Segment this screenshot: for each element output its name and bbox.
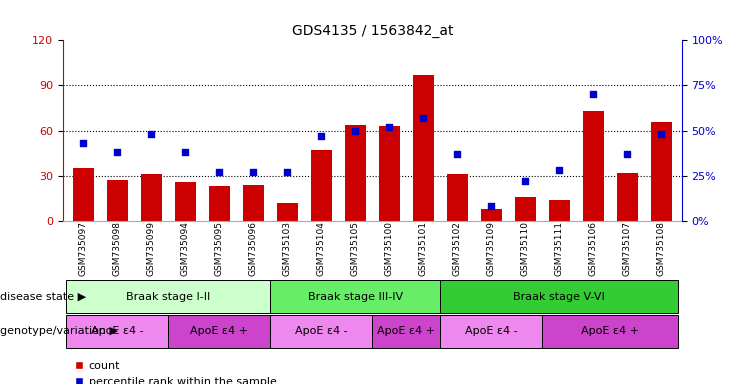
Bar [243,185,264,221]
Text: GSM735111: GSM735111 [555,221,564,276]
Bar [515,197,536,221]
Point [247,169,259,175]
Bar [270,280,440,313]
Bar [440,280,678,313]
Bar [311,150,331,221]
Point [111,149,123,155]
Text: GSM735105: GSM735105 [350,221,360,276]
Text: ApoE ε4 -: ApoE ε4 - [465,326,518,336]
Text: ApoE ε4 +: ApoE ε4 + [190,326,248,336]
Text: GSM735099: GSM735099 [147,221,156,276]
Text: GSM735101: GSM735101 [419,221,428,276]
Point [622,151,634,157]
Point [78,140,90,146]
Text: GSM735100: GSM735100 [385,221,394,276]
Bar [277,203,298,221]
Text: GSM735104: GSM735104 [317,221,326,276]
Text: GSM735110: GSM735110 [521,221,530,276]
Bar [447,174,468,221]
Text: ApoE ε4 +: ApoE ε4 + [377,326,436,336]
Text: GSM735103: GSM735103 [283,221,292,276]
Bar [542,315,678,348]
Bar [481,209,502,221]
Title: GDS4135 / 1563842_at: GDS4135 / 1563842_at [292,24,453,38]
Bar [440,315,542,348]
Text: ApoE ε4 +: ApoE ε4 + [582,326,639,336]
Text: ApoE ε4 -: ApoE ε4 - [91,326,144,336]
Bar [107,180,127,221]
Text: Braak stage V-VI: Braak stage V-VI [514,291,605,302]
Point [451,151,463,157]
Point [383,124,395,130]
Point [213,169,225,175]
Point [417,115,429,121]
Text: GSM735107: GSM735107 [623,221,632,276]
Bar [651,121,671,221]
Point [588,91,599,98]
Legend: count, percentile rank within the sample: count, percentile rank within the sample [68,357,281,384]
Point [519,178,531,184]
Bar [67,280,270,313]
Bar [270,315,372,348]
Point [179,149,191,155]
Text: GSM735095: GSM735095 [215,221,224,276]
Text: GSM735108: GSM735108 [657,221,666,276]
Text: GSM735094: GSM735094 [181,221,190,276]
Text: GSM735106: GSM735106 [589,221,598,276]
Point [485,203,497,209]
Text: GSM735109: GSM735109 [487,221,496,276]
Text: GSM735097: GSM735097 [79,221,88,276]
Text: GSM735096: GSM735096 [249,221,258,276]
Point [282,169,293,175]
Bar [372,315,440,348]
Text: GSM735102: GSM735102 [453,221,462,276]
Text: Braak stage III-IV: Braak stage III-IV [308,291,403,302]
Text: genotype/variation ▶: genotype/variation ▶ [0,326,118,336]
Text: Braak stage I-II: Braak stage I-II [126,291,210,302]
Bar [583,111,603,221]
Bar [549,200,570,221]
Bar [142,174,162,221]
Point [316,133,328,139]
Bar [209,186,230,221]
Bar [67,315,168,348]
Point [145,131,157,137]
Bar [379,126,399,221]
Bar [168,315,270,348]
Bar [617,173,637,221]
Bar [175,182,196,221]
Point [350,127,362,134]
Bar [73,168,93,221]
Text: ApoE ε4 -: ApoE ε4 - [295,326,348,336]
Bar [413,75,433,221]
Point [655,131,667,137]
Text: disease state ▶: disease state ▶ [0,291,86,302]
Bar [345,124,365,221]
Text: GSM735098: GSM735098 [113,221,122,276]
Point [554,167,565,173]
